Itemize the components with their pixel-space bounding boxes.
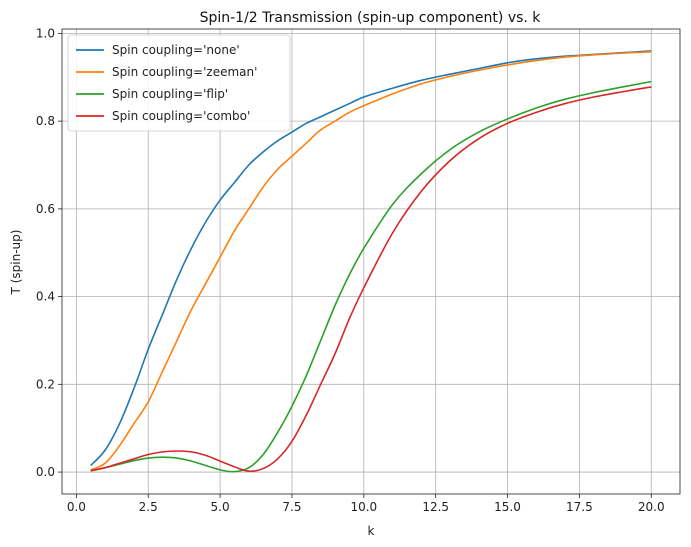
x-tick-label: 10.0: [350, 500, 377, 514]
legend: Spin coupling='none' Spin coupling='zeema…: [67, 34, 291, 132]
legend-entry: Spin coupling='combo': [112, 109, 250, 123]
x-axis-label: k: [368, 524, 375, 538]
plot-area-frame: [61, 28, 681, 495]
y-tick-label: 0.0: [36, 465, 55, 479]
x-tick-label: 20.0: [638, 500, 665, 514]
legend-box: [67, 34, 291, 132]
x-tick-label: 17.5: [566, 500, 593, 514]
axis-ticks: 0.0 2.5 5.0 7.5 10.0 12.5 15.0 17.5 20.0 0.0 0.2 0.…: [36, 26, 665, 514]
y-tick-label: 0.4: [36, 290, 55, 304]
legend-entry: Spin coupling='none': [112, 43, 240, 57]
y-tick-label: 0.2: [36, 377, 55, 391]
legend-entry: Spin coupling='flip': [112, 87, 228, 101]
y-tick-label: 1.0: [36, 26, 55, 40]
series-line-2: [90, 80, 652, 473]
series-line-1: [90, 51, 652, 471]
x-tick-label: 7.5: [282, 500, 301, 514]
grid: [62, 29, 680, 494]
x-tick-label: 12.5: [422, 500, 449, 514]
y-tick-label: 0.8: [36, 114, 55, 128]
x-tick-label: 0.0: [67, 500, 86, 514]
series-line-0: [90, 50, 652, 467]
y-axis-label: T (spin-up): [9, 230, 23, 296]
series-lines: [90, 50, 652, 473]
series-line-3: [90, 86, 652, 473]
y-tick-label: 0.6: [36, 202, 55, 216]
x-tick-label: 15.0: [494, 500, 521, 514]
chart-title: Spin-1/2 Transmission (spin-up component…: [200, 10, 542, 26]
x-tick-label: 5.0: [211, 500, 230, 514]
x-tick-label: 2.5: [139, 500, 158, 514]
legend-entry: Spin coupling='zeeman': [112, 65, 257, 79]
